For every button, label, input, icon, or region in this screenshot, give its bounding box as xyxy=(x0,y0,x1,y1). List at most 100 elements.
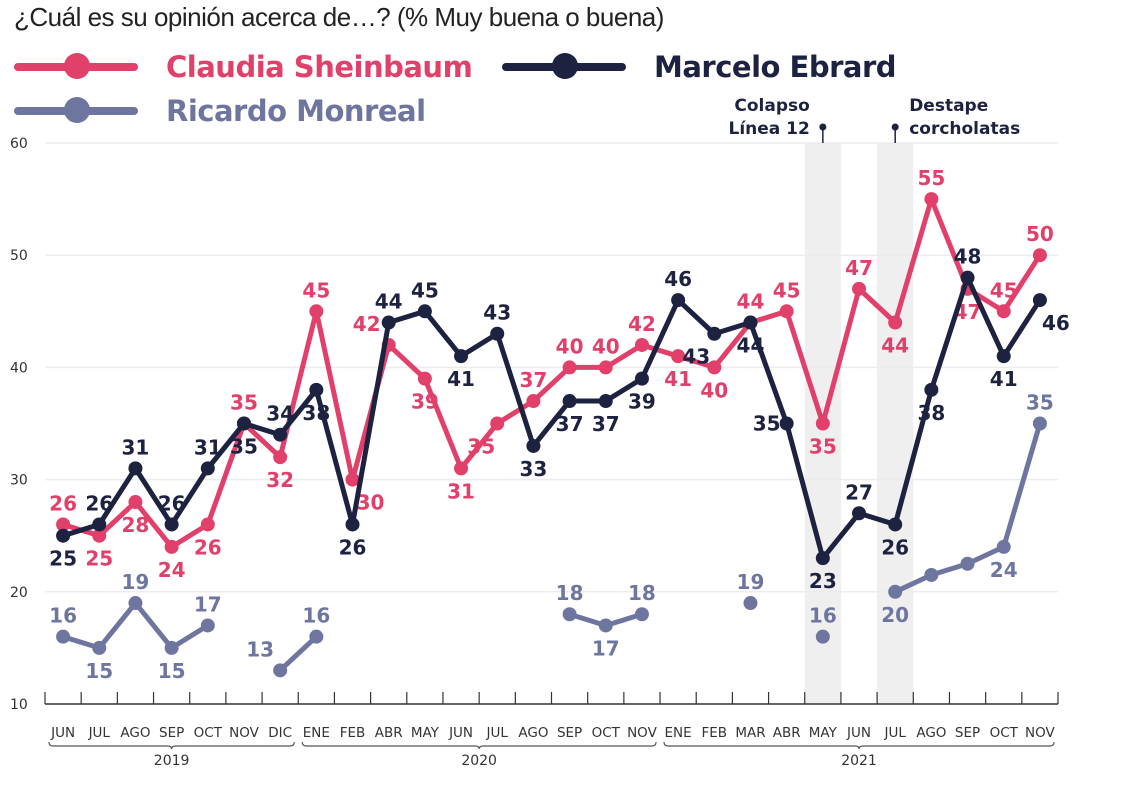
data-point xyxy=(92,517,107,532)
data-point xyxy=(996,349,1011,364)
series-line xyxy=(277,634,319,673)
annotation-label: corcholatas xyxy=(909,119,1020,139)
data-label: 15 xyxy=(85,659,113,683)
legend-label-monreal: Ricardo Monreal xyxy=(166,94,426,128)
year-label: 2020 xyxy=(461,753,497,769)
data-point xyxy=(56,629,71,644)
data-label: 18 xyxy=(556,581,584,605)
legend-label-ebrard: Marcelo Ebrard xyxy=(654,50,897,84)
data-label: 25 xyxy=(49,547,77,571)
data-label: 26 xyxy=(194,535,222,559)
data-label: 24 xyxy=(990,558,1018,582)
data-label: 45 xyxy=(302,278,330,302)
data-point xyxy=(815,551,830,566)
legend-label-sheinbaum: Claudia Sheinbaum xyxy=(166,50,473,84)
data-point xyxy=(960,270,975,285)
data-point xyxy=(381,315,396,330)
data-point xyxy=(562,607,577,622)
y-tick-label: 30 xyxy=(10,473,28,489)
data-label: 16 xyxy=(809,604,837,628)
legend-item-sheinbaum: Claudia Sheinbaum xyxy=(14,50,473,84)
data-point xyxy=(960,556,975,571)
y-tick-label: 20 xyxy=(10,585,28,601)
data-point xyxy=(924,567,939,582)
data-label: 43 xyxy=(682,345,710,369)
data-point xyxy=(634,371,649,386)
data-label: 45 xyxy=(411,278,439,302)
data-label: 41 xyxy=(447,367,475,391)
data-label: 19 xyxy=(737,570,765,594)
data-label: 17 xyxy=(592,636,620,660)
data-label: 38 xyxy=(302,401,330,425)
data-point xyxy=(417,371,432,386)
x-tick-label: DIC xyxy=(268,725,292,741)
data-label: 40 xyxy=(556,334,584,358)
data-label: 37 xyxy=(519,368,547,392)
data-point xyxy=(996,304,1011,319)
data-label: 43 xyxy=(483,301,511,325)
data-point xyxy=(526,394,541,409)
data-label: 35 xyxy=(230,435,258,459)
year-bracket xyxy=(663,741,1055,750)
data-point xyxy=(1032,416,1047,431)
series-ricardo-monreal: 16 15 19 15 17 13 16 18 17 18 19 16 20 24 35 xyxy=(49,391,1054,683)
series-line xyxy=(60,196,1043,550)
data-label: 40 xyxy=(592,334,620,358)
data-label: 33 xyxy=(519,457,547,481)
data-label: 34 xyxy=(266,402,294,426)
data-point xyxy=(236,416,251,431)
data-point xyxy=(309,304,324,319)
data-point xyxy=(128,495,143,510)
data-point xyxy=(888,584,903,599)
data-point xyxy=(671,349,686,364)
x-tick-label: NOV xyxy=(1025,725,1055,741)
data-point xyxy=(852,506,867,521)
x-tick-label: ENE xyxy=(665,725,692,741)
data-label: 42 xyxy=(628,312,656,336)
data-label: 31 xyxy=(122,435,150,459)
data-point xyxy=(924,192,939,207)
data-label: 17 xyxy=(194,592,222,616)
year-bracket xyxy=(48,741,295,750)
x-tick-label: NOV xyxy=(229,725,259,741)
data-point xyxy=(707,360,722,375)
data-label: 16 xyxy=(49,604,77,628)
x-tick-label: ABR xyxy=(375,725,403,741)
data-point xyxy=(164,640,179,655)
x-tick-label: ABR xyxy=(773,725,801,741)
data-label: 50 xyxy=(1026,222,1054,246)
data-label: 13 xyxy=(246,637,274,661)
legend-marker-sheinbaum xyxy=(64,53,90,79)
data-label: 38 xyxy=(917,401,945,425)
legend-item-monreal: Ricardo Monreal xyxy=(14,94,426,128)
data-point xyxy=(815,629,830,644)
year-label: 2021 xyxy=(841,753,877,769)
data-point xyxy=(309,629,324,644)
x-tick-label: OCT xyxy=(194,725,223,741)
y-tick-label: 50 xyxy=(10,248,28,264)
data-label: 26 xyxy=(49,491,77,515)
data-label: 41 xyxy=(990,367,1018,391)
data-label: 55 xyxy=(917,166,945,190)
chart-title: ¿Cuál es su opinión acerca de…? (% Muy b… xyxy=(14,2,664,32)
data-label: 32 xyxy=(266,468,294,492)
data-label: 39 xyxy=(628,390,656,414)
data-label: 35 xyxy=(1026,391,1054,415)
data-point xyxy=(888,315,903,330)
data-point xyxy=(815,416,830,431)
data-label: 30 xyxy=(357,491,385,515)
data-point xyxy=(707,326,722,341)
data-point xyxy=(1032,293,1047,308)
data-label: 26 xyxy=(158,491,186,515)
annotation-pin-icon xyxy=(819,123,827,131)
data-point xyxy=(779,304,794,319)
data-label: 23 xyxy=(809,569,837,593)
data-point xyxy=(888,517,903,532)
data-point xyxy=(671,293,686,308)
legend-line-monreal xyxy=(14,97,138,123)
x-tick-label: SEP xyxy=(159,725,184,741)
data-label: 37 xyxy=(592,412,620,436)
data-point xyxy=(852,281,867,296)
